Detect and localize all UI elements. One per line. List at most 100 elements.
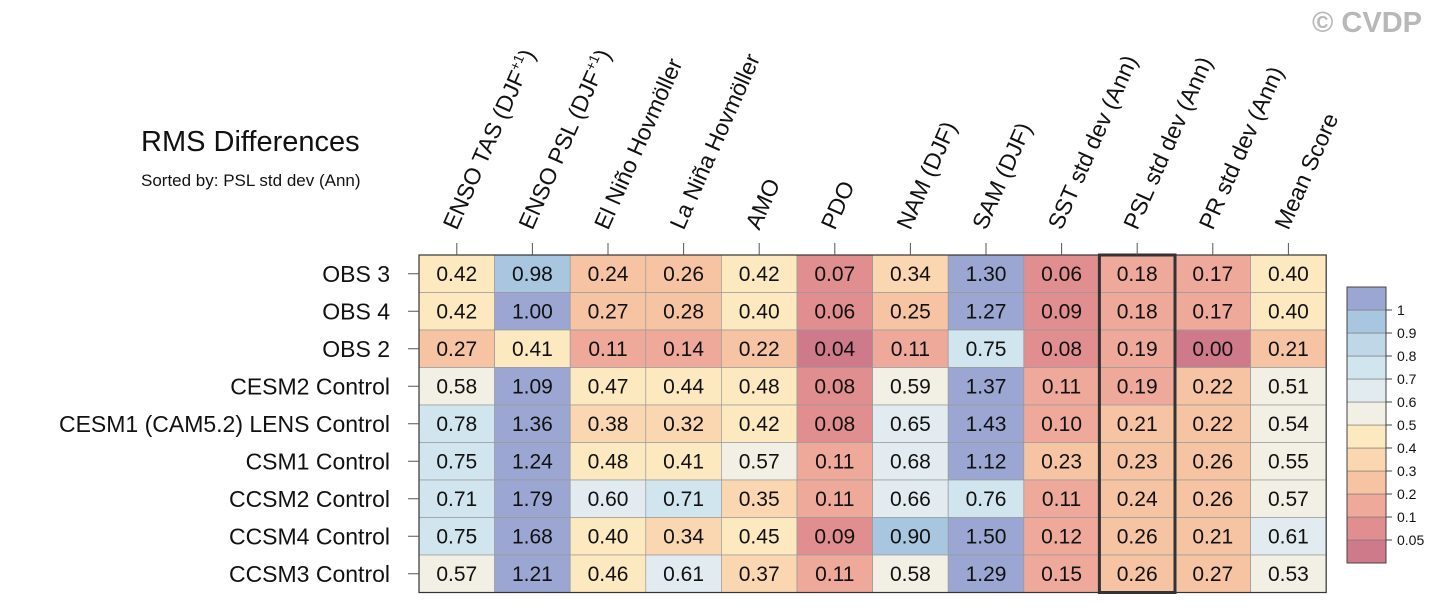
colorbar-label: 1: [1397, 302, 1405, 318]
heatmap-cell: [418, 367, 495, 406]
row-label: OBS 4: [322, 298, 390, 324]
colorbar-label: 0.9: [1397, 325, 1417, 341]
cell-value-label: 0.41: [663, 450, 704, 473]
heatmap-cell: [1250, 329, 1327, 368]
heatmap-cell: [494, 442, 571, 481]
heatmap-cell: [872, 329, 949, 368]
colorbar-label: 0.7: [1397, 371, 1417, 387]
cell-value-label: 0.26: [1117, 525, 1158, 548]
cell-value-label: 0.11: [588, 338, 627, 361]
cell-value-label: 0.19: [1117, 375, 1158, 398]
heatmap-cell: [1174, 367, 1251, 406]
cell-value-label: 0.08: [814, 413, 855, 436]
heatmap-cell: [1023, 442, 1100, 481]
cell-value-label: 1.27: [966, 300, 1007, 323]
column-label: NAM (DJF): [891, 117, 962, 233]
heatmap-cell: [494, 254, 571, 293]
cell-value-label: 0.22: [1192, 413, 1233, 436]
cell-value-label: 1.30: [966, 263, 1007, 286]
heatmap-cell: [796, 479, 873, 518]
copyright-watermark: © CVDP: [1312, 7, 1422, 39]
heatmap-cell: [872, 442, 949, 481]
cell-value-label: 0.23: [1117, 450, 1158, 473]
heatmap-cell: [1250, 292, 1327, 331]
heatmap-cell: [1099, 404, 1176, 443]
cell-value-label: 0.19: [1117, 338, 1158, 361]
heatmap-cell: [645, 329, 722, 368]
cell-value-label: 0.15: [1041, 563, 1082, 586]
cell-value-label: 0.53: [1268, 563, 1309, 586]
heatmap-cell: [721, 367, 798, 406]
heatmap-cell: [1023, 329, 1100, 368]
cell-value-label: 0.57: [436, 563, 477, 586]
cell-value-label: 0.21: [1192, 525, 1233, 548]
cell-value-label: 0.11: [815, 563, 854, 586]
colorbar-bin: [1346, 355, 1387, 380]
colorbar-label: 0.3: [1397, 463, 1417, 479]
cell-value-label: 0.47: [588, 375, 629, 398]
colorbar-bin: [1346, 401, 1387, 426]
heatmap-cell: [1174, 292, 1251, 331]
cell-value-label: 0.11: [891, 338, 930, 361]
cell-value-label: 0.78: [436, 413, 477, 436]
colorbar-label: 0.8: [1397, 348, 1417, 364]
cell-value-label: 1.00: [512, 300, 553, 323]
heatmap-cell: [1250, 554, 1327, 593]
cell-value-label: 0.45: [739, 525, 780, 548]
cell-value-label: 0.06: [814, 300, 855, 323]
heatmap-cell: [1174, 517, 1251, 556]
cell-value-label: 1.79: [512, 488, 553, 511]
cell-value-label: 0.59: [890, 375, 931, 398]
cell-value-label: 0.37: [739, 563, 780, 586]
cell-value-label: 0.71: [436, 488, 477, 511]
cell-value-label: 0.42: [739, 413, 780, 436]
cell-value-label: 0.10: [1041, 413, 1082, 436]
colorbar-bin: [1346, 286, 1387, 311]
colorbar-label: 0.4: [1397, 440, 1417, 456]
cell-value-label: 0.22: [1192, 375, 1233, 398]
cell-value-label: 0.12: [1041, 525, 1082, 548]
cell-value-label: 0.24: [588, 263, 629, 286]
cell-value-label: 0.66: [890, 488, 931, 511]
heatmap-cell: [947, 517, 1025, 556]
colorbar-bin: [1346, 424, 1387, 449]
heatmap-cell: [1174, 479, 1251, 518]
cell-value-label: 0.35: [739, 488, 780, 511]
cell-value-label: 0.27: [1192, 563, 1233, 586]
cell-value-label: 0.22: [739, 338, 780, 361]
heatmap-cell: [947, 554, 1025, 593]
row-label: CCSM2 Control: [229, 486, 390, 512]
heatmap-cell: [796, 367, 873, 406]
cell-value-label: 0.32: [663, 413, 704, 436]
heatmap-cell: [721, 479, 798, 518]
heatmap-cell: [418, 404, 495, 443]
cell-value-label: 0.48: [588, 450, 629, 473]
cell-value-label: 0.27: [588, 300, 629, 323]
cell-value-label: 0.11: [815, 450, 854, 473]
cell-value-label: 0.60: [588, 488, 629, 511]
cell-value-label: 1.12: [966, 450, 1007, 473]
cell-value-label: 0.28: [663, 300, 704, 323]
colorbar-bin: [1346, 332, 1387, 357]
heatmap-cell: [796, 404, 873, 443]
heatmap-cell: [947, 442, 1025, 481]
column-label: PDO: [816, 177, 860, 233]
cell-value-label: 1.36: [512, 413, 553, 436]
heatmap-cell: [569, 367, 647, 406]
heatmap-cell: [1174, 554, 1251, 593]
cell-value-label: 0.75: [436, 525, 477, 548]
heatmap-cell: [947, 404, 1025, 443]
colorbar-bin: [1346, 516, 1387, 541]
heatmap-cell: [1250, 404, 1327, 443]
row-label: CESM2 Control: [230, 373, 390, 399]
colorbar-bin: [1346, 309, 1387, 334]
cell-value-label: 0.54: [1268, 413, 1309, 436]
heatmap-cell: [721, 442, 798, 481]
cell-value-label: 0.00: [1192, 338, 1233, 361]
cell-value-label: 0.71: [663, 488, 704, 511]
cell-value-label: 0.21: [1268, 338, 1309, 361]
heatmap-cell: [418, 292, 495, 331]
colorbar-label: 0.2: [1397, 486, 1417, 502]
row-label: CSM1 Control: [246, 448, 390, 474]
cell-value-label: 0.42: [436, 263, 477, 286]
